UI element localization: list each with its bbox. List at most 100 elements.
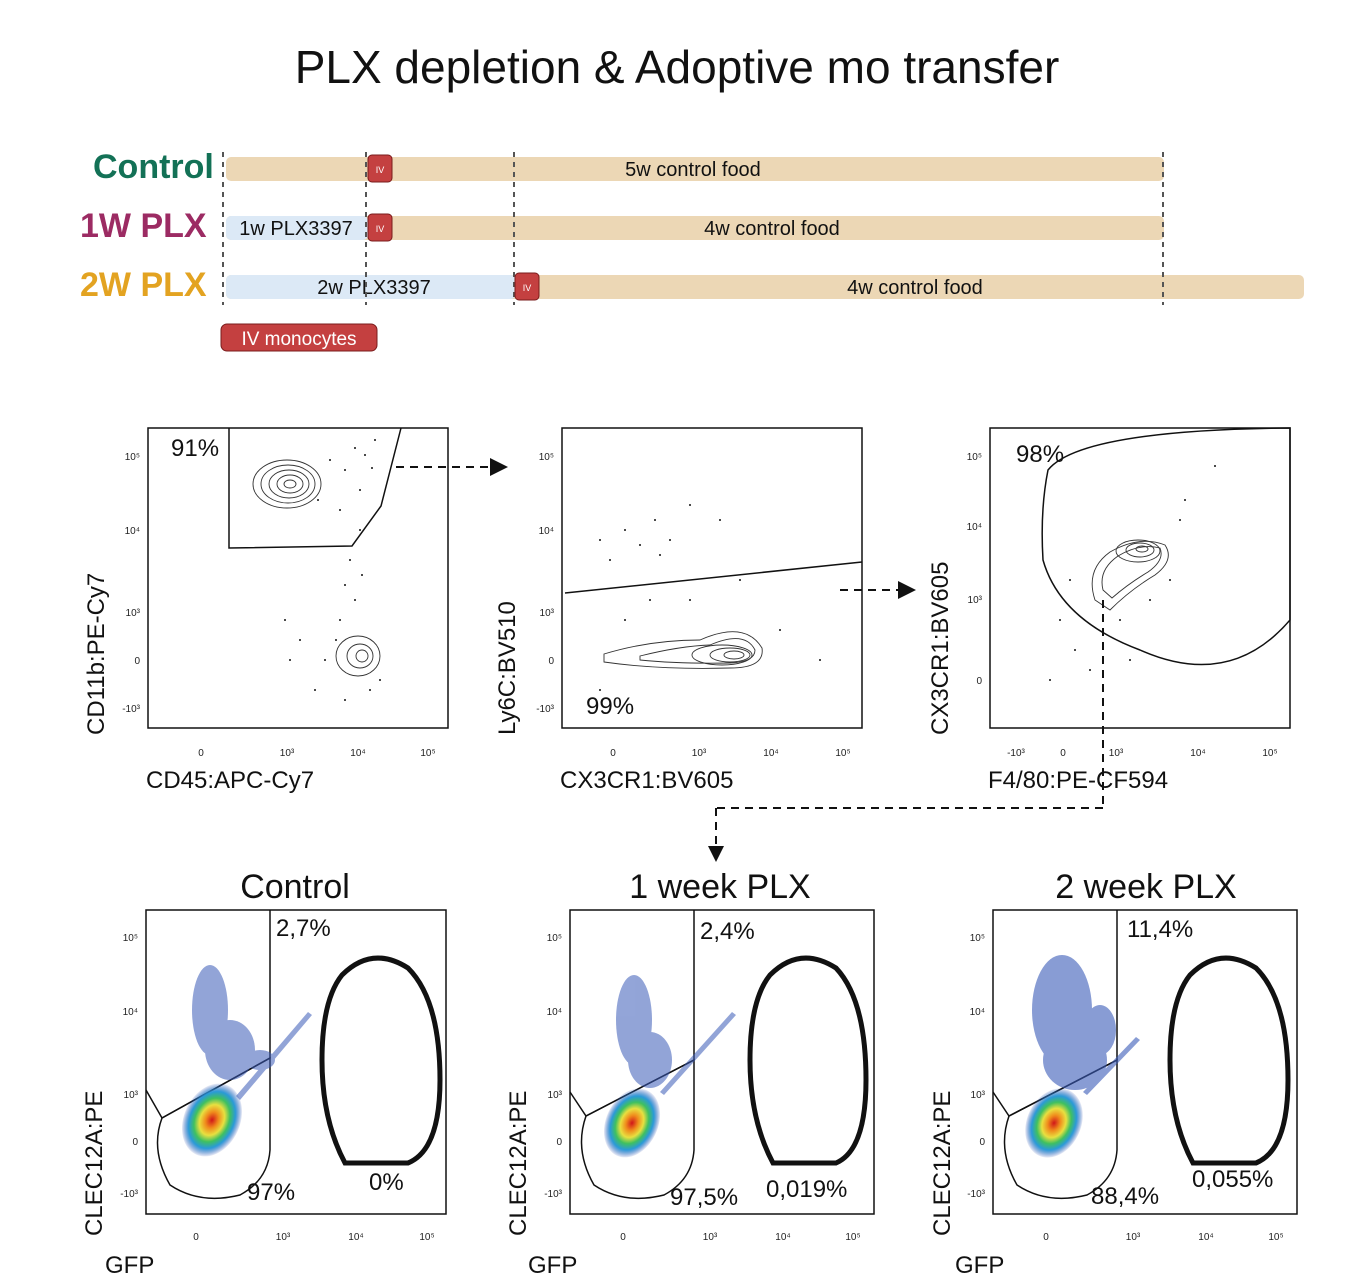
gate-99	[564, 561, 863, 594]
y-tick-4: 0	[556, 1137, 562, 1148]
y-tick-5: -10³	[120, 1189, 138, 1200]
x-tick-2: 10³	[280, 748, 295, 759]
gate-bottom	[156, 1056, 271, 1200]
contour-cluster	[603, 631, 763, 669]
gfp-pct: 0,019%	[766, 1176, 847, 1203]
y-axis-label: Ly6C:BV510	[494, 601, 521, 735]
x-tick-1: 0	[198, 748, 204, 759]
y-tick-4: 0	[976, 676, 982, 687]
plx2-food-label: 4w control food	[847, 277, 983, 299]
control-food-bar	[226, 157, 1164, 181]
x-tick-1: 0	[620, 1232, 626, 1243]
y-tick-4: 0	[979, 1137, 985, 1148]
scatter-dots	[599, 504, 821, 691]
gate-91	[228, 427, 402, 549]
x-tick-3: 10³	[1109, 748, 1124, 759]
x-tick-3: 10⁴	[775, 1232, 790, 1243]
gate-gfp	[1167, 955, 1291, 1166]
gate-bottom	[1003, 1058, 1118, 1200]
heat-cluster	[603, 1088, 661, 1158]
control-segment-label: 5w control food	[625, 159, 761, 181]
x-tick-4: 10⁵	[420, 748, 435, 759]
x-tick-1: 0	[1043, 1232, 1049, 1243]
blue-scatter	[616, 975, 736, 1095]
y-tick-1: 10⁵	[123, 933, 138, 944]
plx1-food-label: 4w control food	[704, 218, 840, 240]
iv-marker-1w	[367, 213, 393, 242]
y-tick-4: 0	[132, 1137, 138, 1148]
x-tick-1: 0	[193, 1232, 199, 1243]
x-tick-5: 10⁵	[1262, 748, 1277, 759]
iv-marker-control	[367, 154, 393, 183]
gfp-plot-2w: 2 week PLX 11,4% 88,4% 0,055% 10⁵ 10⁴ 10…	[929, 868, 1298, 1279]
blue-scatter	[192, 965, 312, 1100]
bottom-pct: 88,4%	[1091, 1183, 1159, 1210]
contour-cluster	[1091, 539, 1169, 611]
group-label-2w-plx: 2W PLX	[80, 266, 207, 304]
x-tick-2: 10³	[703, 1232, 718, 1243]
plx2-drug-label: 2w PLX3397	[317, 277, 430, 299]
arrow-1-head	[490, 458, 508, 476]
gfp-pct: 0%	[369, 1169, 404, 1196]
y-axis-label: CLEC12A:PE	[81, 1091, 108, 1236]
y-tick-5: -10³	[536, 704, 554, 715]
x-axis-label: GFP	[955, 1252, 1004, 1279]
top-pct: 11,4%	[1127, 916, 1193, 943]
x-tick-2: 10³	[276, 1232, 291, 1243]
y-tick-2: 10⁴	[547, 1007, 562, 1018]
contour-cluster	[252, 459, 381, 677]
x-axis-label: F4/80:PE-CF594	[988, 767, 1168, 794]
group-label-1w-plx: 1W PLX	[80, 207, 207, 245]
y-tick-4: 0	[548, 656, 554, 667]
plx1-drug-bar	[226, 216, 368, 240]
y-tick-1: 10⁵	[547, 933, 562, 944]
gate-1-pct: 91%	[171, 435, 219, 462]
y-tick-3: 10³	[971, 1090, 986, 1101]
x-tick-4: 10⁴	[1190, 748, 1205, 759]
y-tick-2: 10⁴	[123, 1007, 138, 1018]
arrow-3-head	[708, 846, 724, 862]
iv-marker-2w	[514, 272, 540, 301]
group-label-control: Control	[93, 148, 214, 186]
y-tick-1: 10⁵	[539, 452, 554, 463]
y-tick-2: 10⁴	[125, 526, 140, 537]
x-tick-1: 0	[610, 748, 616, 759]
y-tick-2: 10⁴	[967, 522, 982, 533]
x-tick-4: 10⁵	[419, 1232, 434, 1243]
plx1-drug-label: 1w PLX3397	[239, 218, 352, 240]
y-tick-5: -10³	[544, 1189, 562, 1200]
y-tick-3: 10³	[126, 608, 141, 619]
iv-marker-2w-label: IV	[523, 283, 532, 293]
blue-scatter	[1032, 955, 1140, 1095]
gfp-pct: 0,055%	[1192, 1166, 1273, 1193]
gate-bottom	[580, 1058, 695, 1200]
x-tick-3: 10⁴	[1198, 1232, 1213, 1243]
y-tick-3: 10³	[540, 608, 555, 619]
gate-gfp	[747, 955, 869, 1166]
x-axis-label: CD45:APC-Cy7	[146, 767, 314, 794]
x-tick-2: 10³	[692, 748, 707, 759]
scatter-dots	[1049, 465, 1216, 681]
y-axis-label: CLEC12A:PE	[929, 1091, 956, 1236]
x-tick-3: 10⁴	[763, 748, 778, 759]
y-axis-label: CX3CR1:BV605	[927, 562, 954, 735]
gfp-plot-control: Control 2,7% 97% 0% 10⁵ 10⁴ 10³ 0 -10³ 0…	[81, 868, 447, 1279]
y-tick-5: -10³	[122, 704, 140, 715]
x-tick-2: 0	[1060, 748, 1066, 759]
y-tick-1: 10⁵	[967, 452, 982, 463]
y-tick-3: 10³	[968, 595, 983, 606]
iv-marker-1w-label: IV	[376, 224, 385, 234]
top-pct: 2,7%	[276, 915, 331, 942]
figure-title: PLX depletion & Adoptive mo transfer	[294, 41, 1060, 93]
gate-2-pct: 99%	[586, 693, 634, 720]
plx2-drug-bar	[226, 275, 516, 299]
y-tick-1: 10⁵	[970, 933, 985, 944]
iv-monocytes-legend-label: IV monocytes	[241, 329, 356, 350]
x-tick-4: 10⁵	[845, 1232, 860, 1243]
scatter-dots	[284, 439, 381, 701]
gating-plot-3: 98% 10⁵ 10⁴ 10³ 0 -10³ 0 10³ 10⁴ 10⁵ F4/…	[927, 427, 1291, 808]
y-tick-5: -10³	[967, 1189, 985, 1200]
timeline: 5w control food 1w PLX3397 4w control fo…	[220, 152, 1304, 352]
gate-gfp	[319, 955, 443, 1166]
